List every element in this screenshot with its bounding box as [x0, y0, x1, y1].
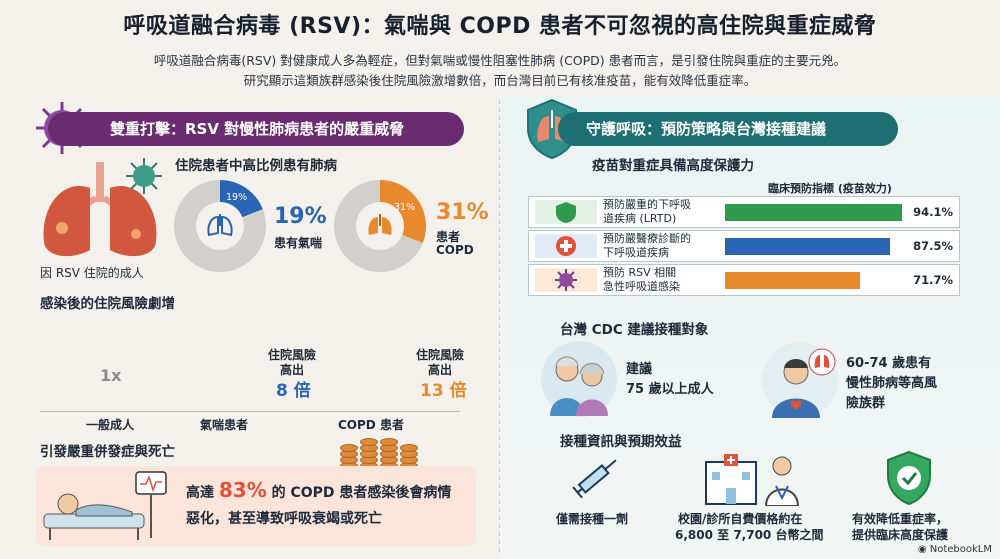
efficacy-value: 94.1% [913, 205, 953, 219]
coin [400, 444, 418, 452]
asthma-pct-small: 19% [226, 192, 248, 203]
efficacy-row-label-line-1: 預防嚴重的下呼吸 [603, 198, 691, 211]
severe-heading: 引發嚴重併發症與死亡 [40, 444, 175, 460]
copd-donut: 31% [334, 180, 426, 272]
coin [380, 438, 398, 446]
asthma-pct: 19% [274, 204, 327, 229]
lungs-icon [207, 214, 233, 237]
risk-group-line-3: 險族群 [846, 396, 886, 411]
efficacy-row-label: 預防嚴重的下呼吸 道疾病 (LRTD) [603, 198, 723, 226]
brand-watermark: ◉ NotebookLM [918, 544, 992, 555]
severe-callout: 高達 83% 的 COPD 患者感染後會病情 惡化，甚至導致呼吸衰竭或死亡 [36, 466, 476, 546]
info-item-1-line-1: 僅需接種一劑 [556, 512, 629, 526]
efficacy-row-label-line-1: 預防 RSV 相關 [603, 266, 677, 279]
asthma-label: 患有氣喘 [274, 236, 323, 250]
info-item-3-line-2: 提供臨床高度保護 [852, 528, 949, 542]
general-multiplier: 1x [100, 366, 122, 385]
info-item-3-line-1: 有效降低重症率， [852, 512, 949, 526]
subtitle-line-1: 呼吸道融合病毒(RSV) 對健康成人多為輕症，但對氣喘或慢性阻塞性肺病 (COP… [153, 53, 847, 68]
severe-pct: 83% [218, 478, 267, 502]
severe-line-1: 高達 83% 的 COPD 患者感染後會病情 [186, 478, 451, 502]
risk-group-line-1: 60-74 歲患有 [846, 356, 932, 371]
risk-heading: 感染後的住院風險劇增 [40, 296, 175, 312]
efficacy-row-label-line-2: 急性呼吸道感染 [603, 280, 680, 293]
brand-icon: ◉ [917, 544, 930, 555]
copd-risk-label-1: 住院風險 [416, 348, 465, 362]
efficacy-row-label-line-2: 下呼吸道疾病 [603, 246, 669, 259]
medical-cross-icon [535, 234, 597, 258]
efficacy-row-label: 預防嚴醫療診斷的 下呼吸道疾病 [603, 232, 723, 260]
hospital-doctor-icon [705, 454, 800, 506]
info-item-2-line-1: 校園/診所自費價格約在 [678, 512, 803, 526]
info-heading: 接種資訊與預期效益 [560, 434, 682, 450]
efficacy-value: 71.7% [913, 273, 953, 287]
shield-lungs-icon [535, 200, 597, 224]
elder-line-2: 75 歲以上成人 [626, 382, 714, 397]
severe-post: 的 COPD 患者感染後會病情 [271, 485, 452, 501]
copd-pct: 31% [436, 200, 489, 225]
info-item-2-line-2: 6,800 至 7,700 台幣之間 [675, 528, 824, 542]
cdc-heading: 台灣 CDC 建議接種對象 [560, 322, 709, 338]
elder-line-1: 建議 [626, 362, 653, 377]
lungs-icon [43, 158, 162, 257]
hospital-bed-patient-icon [43, 471, 167, 540]
asthma-group-label: 氣喘患者 [200, 418, 249, 432]
efficacy-row-label-line-1: 預防嚴醫療診斷的 [603, 232, 691, 245]
coin [340, 444, 358, 452]
patient-lungs-icon [762, 342, 838, 418]
virus-icon [535, 268, 597, 292]
copd-risk-label-2: 高出 [428, 363, 453, 377]
copd-risk-multiplier: 13 倍 [420, 381, 467, 401]
asthma-risk-label-2: 高出 [280, 363, 305, 377]
efficacy-bar [725, 272, 860, 289]
copd-label-1: 患者 [436, 230, 461, 244]
syringe-icon [572, 459, 617, 499]
efficacy-bar [725, 238, 890, 255]
subtitle-line-2: 研究顯示這類族群感染後住院風險激增數倍，而台灣目前已有核准疫苗，能有效降低重症率… [243, 73, 757, 88]
shield-check-icon [887, 450, 931, 506]
coin [360, 438, 378, 446]
asthma-risk-label-1: 住院風險 [268, 348, 317, 362]
severe-line-2: 惡化，甚至導致呼吸衰竭或死亡 [186, 511, 382, 527]
efficacy-row-label-line-2: 道疾病 (LRTD) [603, 212, 677, 225]
page-title: 呼吸道融合病毒 (RSV)：氣喘與 COPD 患者不可忽視的高住院與重症威脅 [123, 14, 877, 39]
left-banner: 雙重打擊：RSV 對慢性肺病患者的嚴重威脅 [48, 112, 464, 146]
efficacy-row: 預防 RSV 相關 急性呼吸道感染 71.7% [528, 264, 960, 296]
table-header: 臨床預防指標 (疫苗效力) [768, 182, 892, 195]
efficacy-row: 預防嚴醫療診斷的 下呼吸道疾病 87.5% [528, 230, 960, 262]
vaccine-heading: 疫苗對重症具備高度保護力 [592, 158, 754, 174]
right-banner: 守護呼吸：預防策略與台灣接種建議 [558, 112, 898, 146]
efficacy-row-label: 預防 RSV 相關 急性呼吸道感染 [603, 266, 723, 294]
asthma-donut: 19% [174, 180, 266, 272]
left-section: 雙重打擊：RSV 對慢性肺病患者的嚴重威脅 住院患者中高比例患有肺病 因 RSV… [0, 96, 500, 559]
efficacy-row: 預防嚴重的下呼吸 道疾病 (LRTD) 94.1% [528, 196, 960, 228]
hosp-heading: 住院患者中高比例患有肺病 [175, 158, 337, 174]
copd-label-2: COPD [436, 243, 474, 257]
copd-group-label: COPD 患者 [338, 418, 404, 432]
elderly-couple-icon [541, 341, 617, 417]
severe-pre: 高達 [186, 485, 214, 501]
brand-text: NotebookLM [929, 544, 992, 555]
lung-caption: 因 RSV 住院的成人 [40, 266, 144, 280]
lungs-icon [368, 214, 392, 235]
efficacy-value: 87.5% [913, 239, 953, 253]
copd-pct-small: 31% [394, 202, 416, 213]
asthma-risk-multiplier: 8 倍 [276, 381, 311, 401]
baseline [40, 411, 460, 412]
general-label: 一般成人 [86, 418, 135, 432]
risk-group-line-2: 慢性肺病等高風 [846, 376, 938, 391]
efficacy-bar [725, 204, 902, 221]
